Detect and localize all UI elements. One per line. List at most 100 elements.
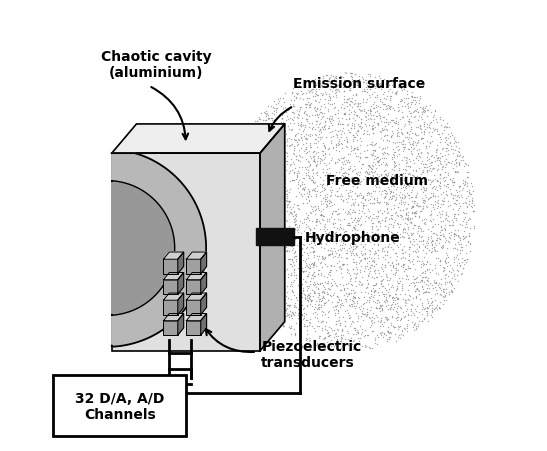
- Point: [257, 161, 266, 168]
- Point: [321, 198, 329, 205]
- Point: [247, 248, 255, 255]
- Point: [265, 232, 274, 239]
- Point: [318, 92, 327, 99]
- Point: [342, 143, 351, 151]
- Point: [382, 297, 391, 304]
- Point: [426, 218, 435, 225]
- Point: [266, 253, 275, 261]
- Point: [272, 247, 281, 254]
- Point: [388, 239, 397, 246]
- Point: [370, 177, 379, 184]
- Point: [289, 311, 298, 318]
- Point: [264, 133, 273, 140]
- Point: [264, 115, 273, 122]
- Point: [427, 228, 435, 235]
- Point: [318, 200, 327, 207]
- Point: [264, 212, 272, 219]
- Point: [394, 161, 403, 169]
- Point: [411, 108, 420, 115]
- Point: [261, 111, 270, 118]
- Point: [426, 159, 435, 166]
- Point: [245, 156, 254, 163]
- Point: [352, 91, 360, 98]
- Point: [364, 189, 373, 197]
- Point: [429, 166, 438, 173]
- Point: [419, 161, 428, 168]
- Point: [316, 106, 324, 113]
- Point: [305, 113, 313, 120]
- Point: [408, 204, 416, 212]
- Point: [300, 124, 309, 131]
- Point: [254, 124, 263, 131]
- Point: [346, 321, 355, 328]
- Point: [290, 165, 299, 172]
- Point: [262, 140, 271, 147]
- Point: [453, 277, 462, 285]
- Point: [436, 158, 445, 166]
- Point: [352, 128, 361, 135]
- Point: [390, 204, 399, 212]
- Point: [325, 77, 334, 84]
- Point: [284, 314, 293, 321]
- Point: [455, 250, 464, 257]
- Point: [430, 126, 439, 133]
- Point: [440, 259, 449, 266]
- Point: [392, 314, 401, 322]
- Point: [392, 208, 400, 216]
- Point: [388, 294, 397, 301]
- Point: [348, 245, 357, 253]
- Point: [426, 133, 435, 141]
- Point: [253, 276, 262, 284]
- Point: [259, 262, 267, 270]
- Point: [281, 104, 289, 111]
- Point: [261, 254, 270, 262]
- Point: [350, 209, 359, 216]
- Point: [340, 161, 349, 168]
- Point: [402, 96, 411, 103]
- Point: [342, 123, 351, 130]
- Point: [302, 283, 311, 290]
- Point: [265, 120, 274, 128]
- Point: [238, 243, 247, 250]
- Point: [242, 217, 251, 225]
- Point: [411, 287, 420, 295]
- Point: [420, 315, 428, 322]
- Point: [274, 159, 283, 166]
- Point: [345, 222, 354, 229]
- Point: [281, 180, 290, 187]
- Point: [401, 290, 410, 298]
- Point: [349, 224, 358, 231]
- Point: [461, 199, 469, 207]
- Point: [381, 285, 389, 292]
- Point: [388, 264, 397, 271]
- Point: [353, 170, 362, 178]
- Point: [323, 202, 331, 209]
- Point: [249, 263, 258, 270]
- Point: [339, 155, 347, 162]
- Point: [310, 203, 319, 211]
- Point: [309, 124, 317, 132]
- Point: [388, 323, 397, 330]
- Point: [282, 204, 291, 211]
- Point: [310, 159, 319, 166]
- Point: [239, 239, 248, 246]
- Point: [325, 97, 334, 105]
- Point: [348, 200, 357, 207]
- Point: [404, 192, 412, 199]
- Point: [255, 272, 264, 279]
- Point: [407, 126, 416, 133]
- Point: [265, 210, 274, 217]
- Point: [294, 309, 302, 317]
- Point: [421, 126, 429, 133]
- Point: [319, 281, 328, 289]
- Point: [428, 308, 437, 316]
- Point: [245, 171, 253, 179]
- Point: [254, 120, 263, 128]
- Point: [363, 171, 372, 179]
- Point: [383, 315, 392, 322]
- Point: [426, 302, 434, 309]
- Point: [299, 288, 307, 295]
- Point: [254, 249, 263, 256]
- Point: [258, 142, 267, 149]
- Point: [305, 265, 313, 272]
